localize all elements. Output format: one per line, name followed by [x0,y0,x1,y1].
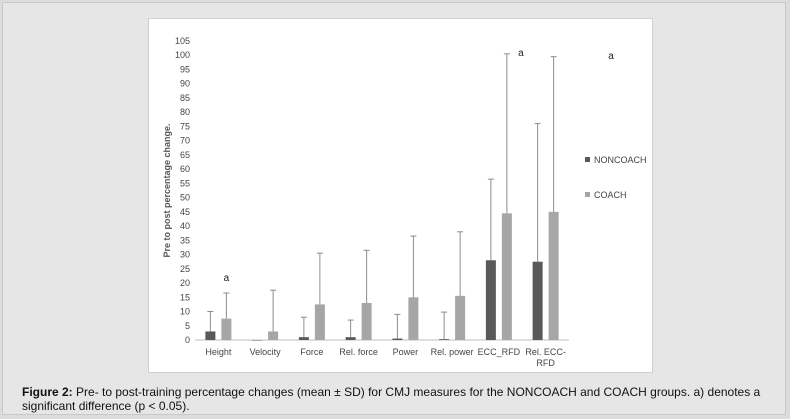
y-tick-label: 70 [180,136,190,146]
bar-noncoach [532,261,543,340]
x-tick-label: Rel. power [431,347,474,357]
bar-noncoach [298,337,309,340]
y-tick-label: 55 [180,178,190,188]
y-tick-label: 20 [180,278,190,288]
y-tick-label: 90 [180,79,190,89]
y-tick-label: 10 [180,307,190,317]
bar-noncoach [439,339,450,340]
y-tick-label: 95 [180,64,190,74]
y-tick-label: 50 [180,193,190,203]
x-tick-label: Height [205,347,232,357]
bar-chart: 0 5 10 15 20 25 30 35 40 45 50 55 60 65 70 75 80 85 90 95 10… [162,36,647,368]
y-tick-label: 75 [180,121,190,131]
figure-caption: Figure 2: Pre- to post-training percenta… [22,385,782,413]
legend-label-noncoach: NONCOACH [594,155,647,165]
legend-swatch-noncoach [585,157,590,162]
bar-noncoach [252,340,263,341]
legend-label-coach: COACH [594,190,627,200]
bar-coach [268,331,279,340]
x-tick-label: ECC_RFD [478,347,521,357]
bar-coach [408,297,419,340]
figure-frame: 0 5 10 15 20 25 30 35 40 45 50 55 60 65 70 75 80 85 90 95 10… [2,2,786,415]
y-tick-label: 85 [180,93,190,103]
y-tick-label: 40 [180,221,190,231]
x-tick-label: Force [300,347,323,357]
bar-noncoach [485,260,496,340]
y-tick-label: 35 [180,235,190,245]
y-tick-label: 30 [180,250,190,260]
bar-coach [548,211,559,340]
bar-noncoach [345,337,356,340]
bar-coach [501,213,512,340]
significance-annotation: a [608,51,614,62]
legend-swatch-coach [585,192,590,197]
y-tick-label: 5 [185,321,190,331]
x-tick-label: Velocity [250,347,282,357]
bar-coach [314,304,325,340]
x-tick-label: Power [393,347,419,357]
significance-annotation: a [518,48,524,59]
bar-noncoach [205,331,216,340]
y-tick-label: 60 [180,164,190,174]
bar-noncoach [392,338,403,340]
y-tick-label: 105 [175,36,190,46]
significance-annotation: a [224,273,230,284]
x-tick-label: Rel. ECC-RFD [525,347,566,368]
bar-coach [455,295,466,340]
caption-label: Figure 2: [22,385,73,399]
y-tick-label: 15 [180,292,190,302]
bar-coach [361,302,372,340]
y-tick-label: 100 [175,50,190,60]
y-tick-label: 80 [180,107,190,117]
y-tick-label: 0 [185,335,190,345]
caption-text: Pre- to post-training percentage changes… [22,385,761,413]
y-tick-label: 45 [180,207,190,217]
y-tick-label: 25 [180,264,190,274]
chart-area: 0 5 10 15 20 25 30 35 40 45 50 55 60 65 70 75 80 85 90 95 10… [148,18,653,373]
bar-coach [221,318,232,340]
x-tick-label: Rel. force [339,347,378,357]
y-axis-label: Pre to post percentage change. [162,123,172,257]
y-tick-label: 65 [180,150,190,160]
